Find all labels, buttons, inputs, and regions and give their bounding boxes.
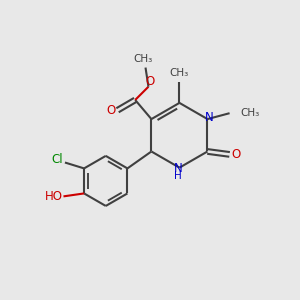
Text: HO: HO (45, 190, 63, 203)
Text: Cl: Cl (52, 153, 63, 166)
Text: O: O (106, 104, 116, 117)
Text: CH₃: CH₃ (170, 68, 189, 78)
Text: N: N (174, 162, 182, 175)
Text: CH₃: CH₃ (240, 108, 259, 118)
Text: O: O (231, 148, 241, 161)
Text: H: H (174, 171, 182, 181)
Text: N: N (205, 111, 213, 124)
Text: CH₃: CH₃ (133, 54, 152, 64)
Text: O: O (145, 75, 154, 88)
